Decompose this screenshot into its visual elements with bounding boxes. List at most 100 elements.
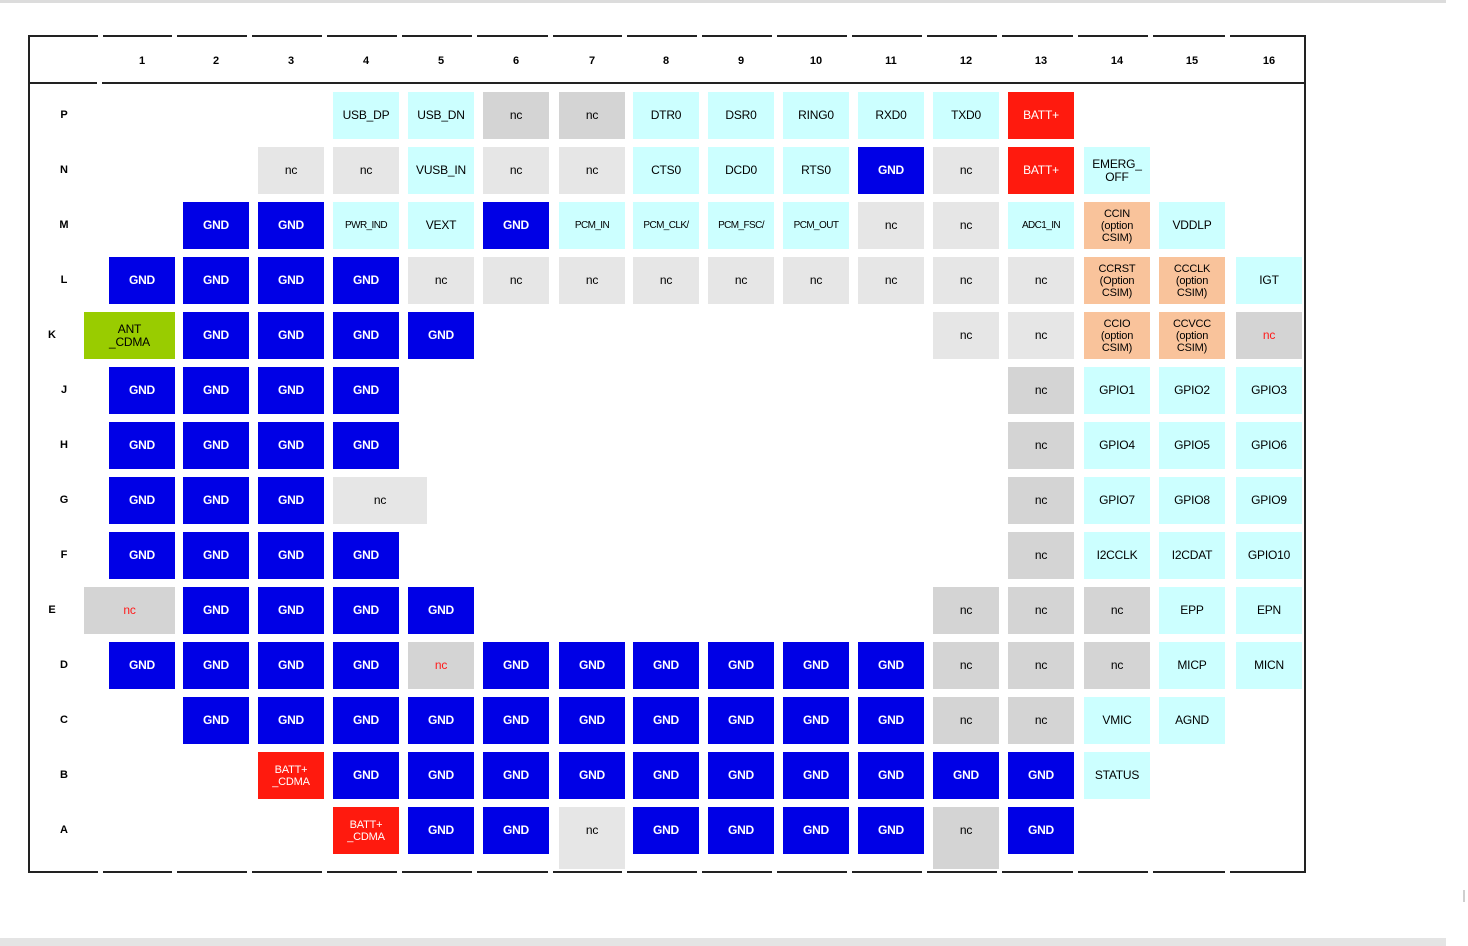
- pin-A7: nc: [559, 807, 625, 854]
- row-label-L: L: [60, 274, 68, 286]
- pin-C13: nc: [1008, 697, 1074, 744]
- pin-M8: PCM_CLK/: [633, 202, 699, 249]
- pin-L7: nc: [559, 257, 625, 304]
- pin-L6: nc: [483, 257, 549, 304]
- pin-K2: GND: [183, 312, 249, 359]
- pin-P13: BATT+: [1008, 92, 1074, 139]
- pin-P7: nc: [559, 92, 625, 139]
- row-label-E: E: [48, 604, 56, 616]
- rule-gap: [397, 871, 402, 873]
- pin-B3: BATT+ _CDMA: [258, 752, 324, 799]
- rule-gap: [847, 871, 852, 873]
- pin-J1: GND: [109, 367, 175, 414]
- pin-M14: CCIN (option CSIM): [1084, 202, 1150, 249]
- pin-M15: VDDLP: [1159, 202, 1225, 249]
- pin-L12: nc: [933, 257, 999, 304]
- pin-K16: nc: [1236, 312, 1302, 359]
- table-rule: [30, 35, 1306, 37]
- pin-N11: GND: [858, 147, 924, 194]
- pin-F15: I2CDAT: [1159, 532, 1225, 579]
- rule-gap: [997, 35, 1002, 37]
- pin-D14: nc: [1084, 642, 1150, 689]
- pin-E4: GND: [333, 587, 399, 634]
- pin-P6: nc: [483, 92, 549, 139]
- pin-N14: EMERG_ OFF: [1084, 147, 1150, 194]
- pin-L11: nc: [858, 257, 924, 304]
- pin-tab-A12: [933, 854, 999, 869]
- pin-C4: GND: [333, 697, 399, 744]
- pin-tab-A7: [559, 854, 625, 869]
- pin-L3: GND: [258, 257, 324, 304]
- rule-gap: [1225, 35, 1230, 37]
- pin-M4: PWR_IND: [333, 202, 399, 249]
- pin-L8: nc: [633, 257, 699, 304]
- pin-A11: GND: [858, 807, 924, 854]
- pin-E14: nc: [1084, 587, 1150, 634]
- pin-N4: nc: [333, 147, 399, 194]
- pin-L13: nc: [1008, 257, 1074, 304]
- pin-K12: nc: [933, 312, 999, 359]
- pin-M6: GND: [483, 202, 549, 249]
- pin-D9: GND: [708, 642, 774, 689]
- rule-gap: [997, 871, 1002, 873]
- pin-A13: GND: [1008, 807, 1074, 854]
- pin-F1: GND: [109, 532, 175, 579]
- rule-gap: [472, 35, 477, 37]
- rule-gap: [322, 871, 327, 873]
- pin-E12: nc: [933, 587, 999, 634]
- pin-D6: GND: [483, 642, 549, 689]
- pin-M12: nc: [933, 202, 999, 249]
- column-header-15: 15: [1185, 55, 1199, 67]
- page-top-edge: [0, 0, 1446, 3]
- pin-M13: ADC1_IN: [1008, 202, 1074, 249]
- pin-E2: GND: [183, 587, 249, 634]
- pin-L9: nc: [708, 257, 774, 304]
- pin-H16: GPIO6: [1236, 422, 1302, 469]
- pin-H1: GND: [109, 422, 175, 469]
- pin-P4: USB_DP: [333, 92, 399, 139]
- pin-B13: GND: [1008, 752, 1074, 799]
- pin-C15: AGND: [1159, 697, 1225, 744]
- row-label-C: C: [60, 714, 68, 726]
- pin-J13: nc: [1008, 367, 1074, 414]
- pin-C14: VMIC: [1084, 697, 1150, 744]
- pin-H2: GND: [183, 422, 249, 469]
- pin-P5: USB_DN: [408, 92, 474, 139]
- pin-C6: GND: [483, 697, 549, 744]
- column-header-1: 1: [138, 55, 146, 67]
- pin-C3: GND: [258, 697, 324, 744]
- rule-gap: [98, 35, 103, 37]
- pin-B9: GND: [708, 752, 774, 799]
- pin-C5: GND: [408, 697, 474, 744]
- pin-J2: GND: [183, 367, 249, 414]
- rule-gap: [172, 871, 177, 873]
- column-header-7: 7: [588, 55, 596, 67]
- rule-gap: [397, 35, 402, 37]
- page-edge-mark: [1463, 890, 1465, 902]
- pin-H3: GND: [258, 422, 324, 469]
- rule-gap: [922, 35, 927, 37]
- pin-D8: GND: [633, 642, 699, 689]
- pin-N3: nc: [258, 147, 324, 194]
- row-label-A: A: [60, 824, 68, 836]
- pin-C8: GND: [633, 697, 699, 744]
- pin-N8: CTS0: [633, 147, 699, 194]
- column-header-16: 16: [1262, 55, 1276, 67]
- pin-A9: GND: [708, 807, 774, 854]
- row-label-B: B: [60, 769, 68, 781]
- pin-D3: GND: [258, 642, 324, 689]
- pin-J14: GPIO1: [1084, 367, 1150, 414]
- pin-A8: GND: [633, 807, 699, 854]
- pin-J15: GPIO2: [1159, 367, 1225, 414]
- pin-A4: BATT+ _CDMA: [333, 807, 399, 854]
- pin-C11: GND: [858, 697, 924, 744]
- pin-K13: nc: [1008, 312, 1074, 359]
- column-header-13: 13: [1034, 55, 1048, 67]
- pin-G3: GND: [258, 477, 324, 524]
- pin-G14: GPIO7: [1084, 477, 1150, 524]
- pin-F3: GND: [258, 532, 324, 579]
- row-label-D: D: [60, 659, 68, 671]
- pin-C2: GND: [183, 697, 249, 744]
- column-header-5: 5: [437, 55, 445, 67]
- pin-L15: CCCLK (option CSIM): [1159, 257, 1225, 304]
